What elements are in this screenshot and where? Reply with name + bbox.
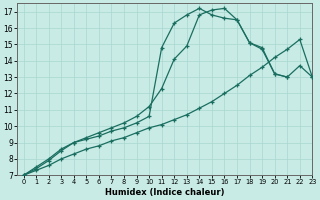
X-axis label: Humidex (Indice chaleur): Humidex (Indice chaleur) (105, 188, 225, 197)
